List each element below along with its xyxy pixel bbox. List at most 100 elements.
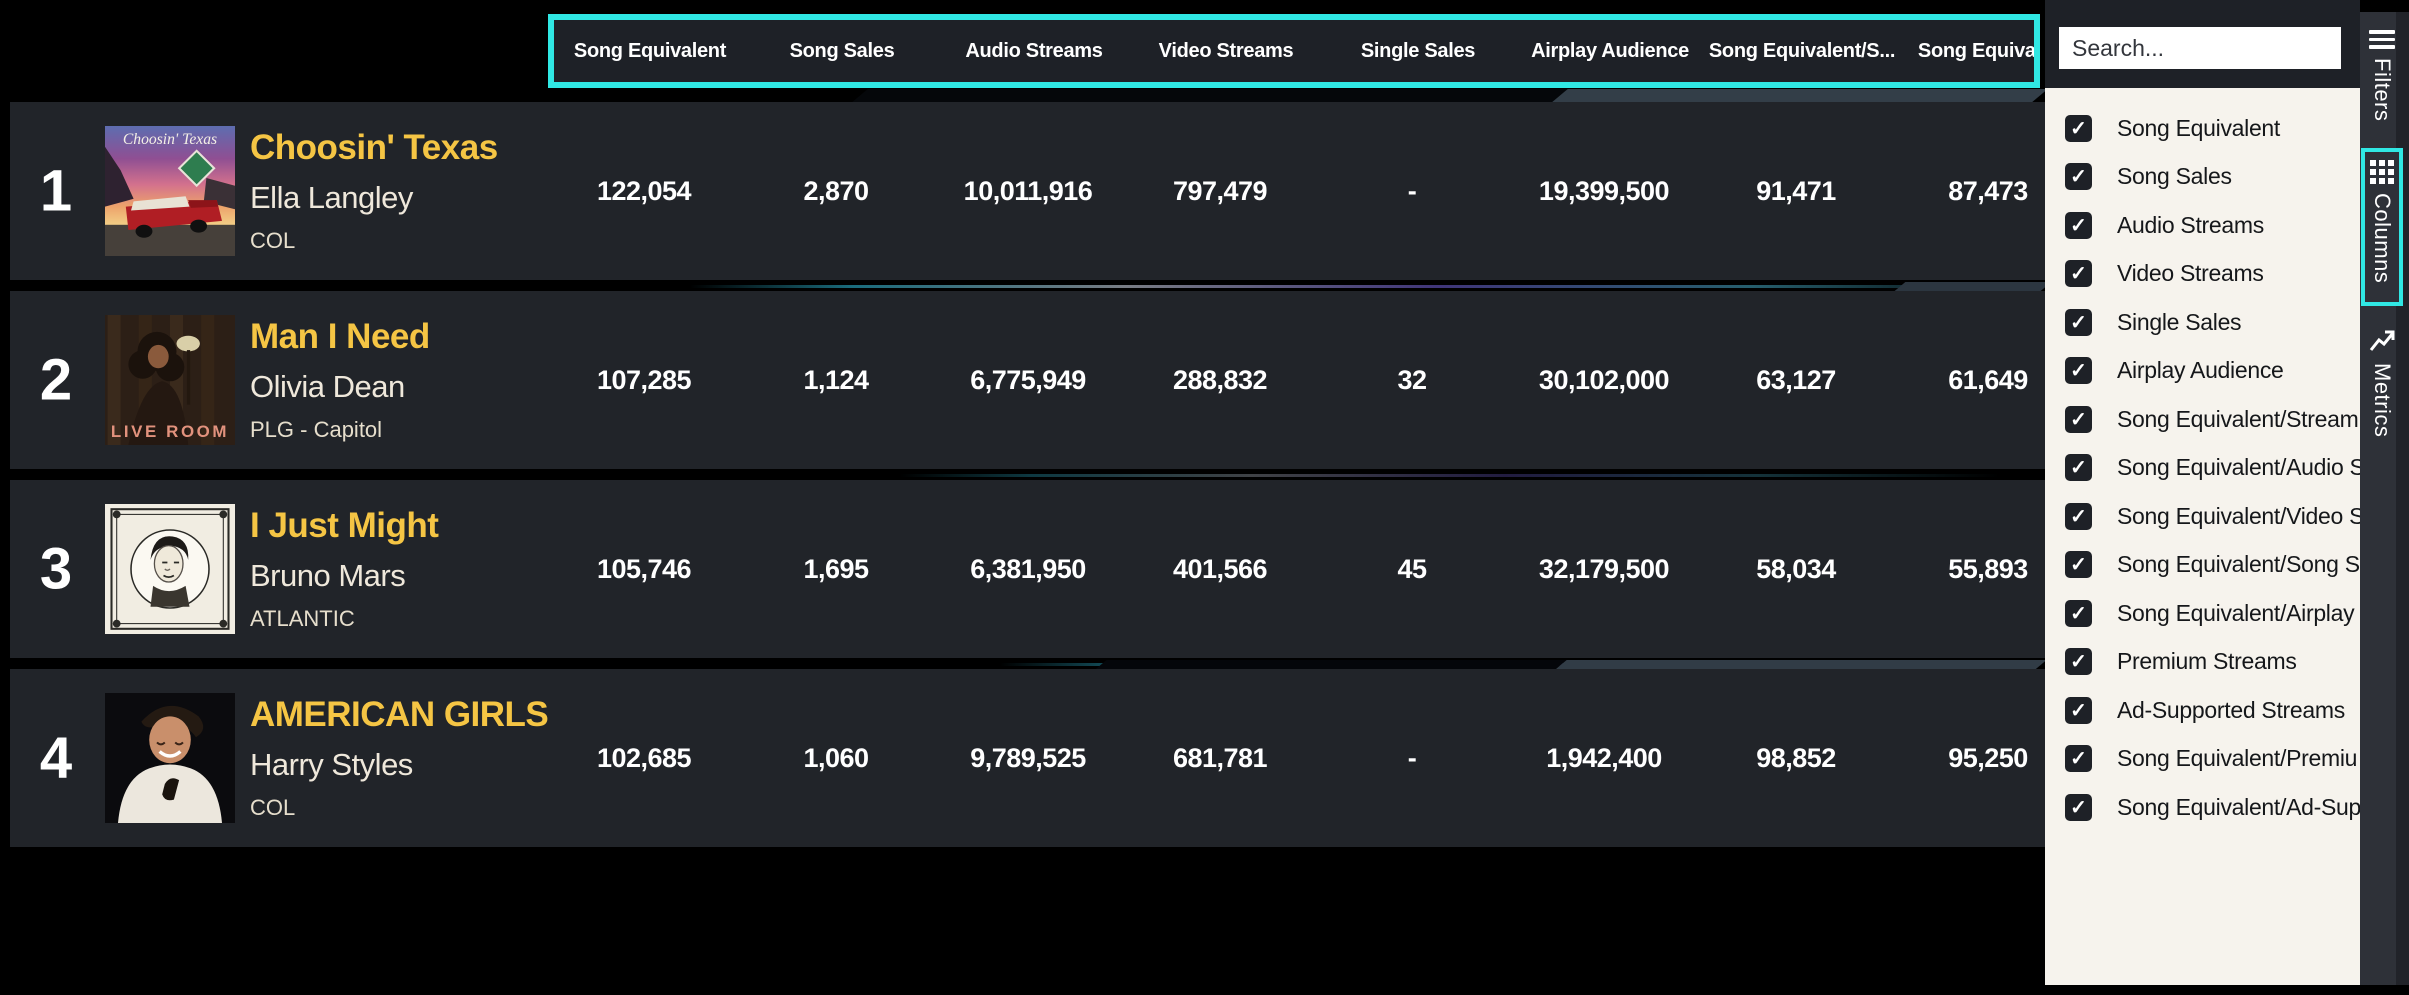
column-header[interactable]: Song Equivalent/S... [1708,39,1896,62]
tab-metrics[interactable]: Metrics [2361,318,2403,468]
column-option-label: Audio Streams [2117,211,2264,238]
column-checkbox[interactable] [2065,163,2092,191]
song-title[interactable]: Choosin' Texas [250,128,498,167]
chart-row[interactable]: 3 I Just Might Bruno Mars ATLANTIC 105,7… [10,480,2046,658]
column-option[interactable]: Song Equivalent/Song S [2045,541,2360,590]
album-art [105,693,235,823]
column-option-label: Song Equivalent/Audio S [2117,454,2360,481]
column-option[interactable]: Song Equivalent/Premiu [2045,735,2360,784]
column-header[interactable]: Song Equivalent [1917,39,2040,62]
metric-value: 2,870 [803,175,869,206]
column-checkbox[interactable] [2065,793,2092,821]
metric-value: - [1407,175,1417,206]
column-header[interactable]: Audio Streams [965,39,1103,62]
column-option-label: Song Equivalent/Premiu [2117,745,2358,772]
tab-filters-label: Filters [2370,57,2395,121]
column-option[interactable]: Song Equivalent/Video S [2045,492,2360,541]
column-checkbox[interactable] [2065,745,2092,773]
column-option[interactable]: Song Equivalent/Audio S [2045,444,2360,493]
artist-name[interactable]: Bruno Mars [250,558,406,593]
song-title[interactable]: Man I Need [250,317,430,356]
column-checkbox[interactable] [2065,599,2092,627]
record-label: PLG - Capitol [250,417,383,442]
divider-decoration [1894,282,2052,291]
metric-value: 10,011,916 [963,175,1093,206]
column-checkbox[interactable] [2065,211,2092,239]
metric-value: 1,942,400 [1546,742,1662,773]
metric-value: 19,399,500 [1538,175,1670,206]
tab-metrics-label: Metrics [2370,363,2395,438]
column-checkbox[interactable] [2065,502,2092,530]
song-meta: AMERICAN GIRLS Harry Styles COL [250,695,549,821]
chart-row[interactable]: 4 AMERICAN GIRLS Harry Styles COL 102,68… [10,669,2046,847]
divider-decoration [852,89,1568,102]
column-option[interactable]: Airplay Audience [2045,347,2360,396]
column-checkbox[interactable] [2065,114,2092,142]
column-option-label: Song Sales [2117,163,2232,190]
column-checkbox[interactable] [2065,648,2092,676]
metric-value: 63,127 [1756,364,1836,395]
artist-name[interactable]: Ella Langley [250,180,413,215]
metric-value: 102,685 [596,742,692,773]
metric-value: 105,746 [596,553,692,584]
grid-icon [2370,160,2394,184]
chart-row[interactable]: 2 LIVE ROOM Man I Need Olivia Dean PLG -… [10,291,2046,469]
column-option[interactable]: Song Equivalent/Stream [2045,395,2360,444]
column-option[interactable]: Song Equivalent/Airplay [2045,589,2360,638]
columns-panel: Song Equivalent Song Sales Audio Streams… [2045,88,2360,985]
column-option[interactable]: Song Equivalent [2045,104,2360,153]
column-option[interactable]: Ad-Supported Streams [2045,686,2360,735]
column-checkbox[interactable] [2065,357,2092,385]
song-title[interactable]: I Just Might [250,506,439,545]
metric-value: 401,566 [1172,553,1268,584]
metric-values: 107,285 1,124 6,775,949 288,832 32 30,10… [548,291,2046,469]
column-header[interactable]: Single Sales [1360,39,1476,62]
column-option-label: Song Equivalent/Ad-Sup [2117,793,2360,820]
column-checkbox[interactable] [2065,260,2092,288]
column-header[interactable]: Airplay Audience [1531,39,1689,62]
column-option-label: Video Streams [2117,260,2264,287]
column-checkbox[interactable] [2065,696,2092,724]
svg-text:LIVE ROOM: LIVE ROOM [111,422,229,441]
column-option-label: Song Equivalent/Song S [2117,551,2360,578]
chart-row[interactable]: 1 Choosin' Texas Choosin' Texas Ella Lan… [10,102,2046,280]
column-checkbox[interactable] [2065,405,2092,433]
column-checkbox[interactable] [2065,551,2092,579]
metric-value: 55,893 [1948,553,2028,584]
column-option[interactable]: Audio Streams [2045,201,2360,250]
metric-value: 1,060 [803,742,869,773]
rank: 1 [39,158,73,224]
column-option-label: Airplay Audience [2117,357,2284,384]
search-area [2045,0,2360,88]
artist-name[interactable]: Harry Styles [250,747,413,782]
column-header[interactable]: Song Equivalent [573,39,727,62]
song-meta: Choosin' Texas Ella Langley COL [250,128,498,254]
metric-value: 61,649 [1948,364,2028,395]
column-header[interactable]: Song Sales [789,39,895,62]
column-option-label: Single Sales [2117,308,2242,335]
search-input[interactable] [2059,27,2341,69]
metric-value: 288,832 [1172,364,1268,395]
record-label: COL [250,795,296,820]
song-title[interactable]: AMERICAN GIRLS [250,695,549,734]
metric-value: 58,034 [1756,553,1836,584]
column-option[interactable]: Song Sales [2045,153,2360,202]
column-option-label: Premium Streams [2117,648,2297,675]
column-header[interactable]: Video Streams [1158,39,1294,62]
column-option[interactable]: Single Sales [2045,298,2360,347]
artist-name[interactable]: Olivia Dean [250,369,405,404]
column-checkbox[interactable] [2065,308,2092,336]
metric-value: 32,179,500 [1538,553,1670,584]
column-option[interactable]: Song Equivalent/Ad-Sup [2045,783,2360,832]
column-option-label: Song Equivalent/Video S [2117,502,2360,529]
metric-value: 45 [1397,553,1427,584]
column-option-label: Ad-Supported Streams [2117,696,2345,723]
tab-columns[interactable]: Columns [2361,148,2403,306]
column-option[interactable]: Video Streams [2045,250,2360,299]
metric-value: 122,054 [596,175,692,206]
tab-columns-label: Columns [2370,193,2395,284]
tab-filters[interactable]: Filters [2361,20,2403,152]
column-option[interactable]: Premium Streams [2045,638,2360,687]
column-checkbox[interactable] [2065,454,2092,482]
metric-value: 1,124 [803,364,869,395]
